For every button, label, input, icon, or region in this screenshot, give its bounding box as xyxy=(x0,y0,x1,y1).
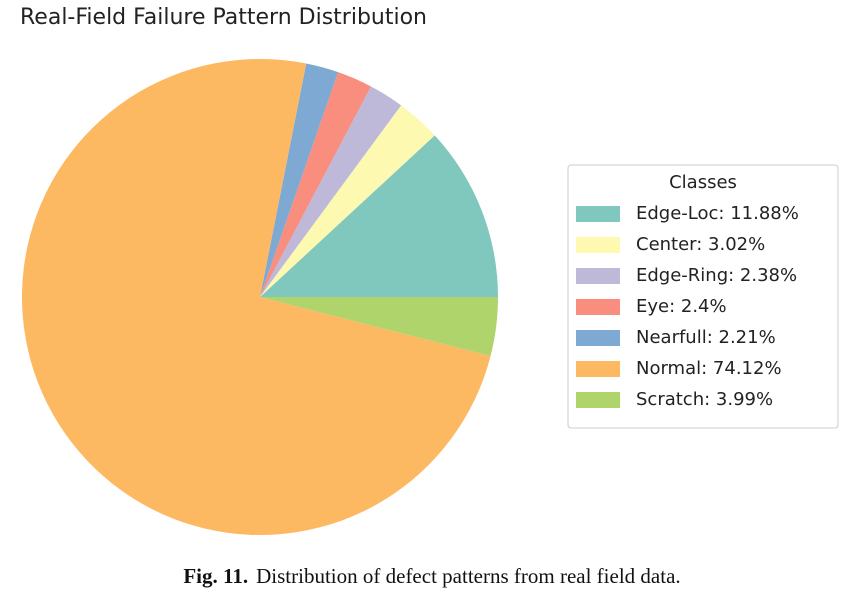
pie-slice xyxy=(260,63,339,297)
legend-label: Center: 3.02% xyxy=(636,234,765,255)
legend-swatch xyxy=(576,268,620,284)
legend-swatch xyxy=(576,237,620,253)
pie-slice xyxy=(260,297,498,357)
legend-label: Nearfull: 2.21% xyxy=(636,327,776,348)
caption: Fig. 11. Distribution of defect patterns … xyxy=(183,564,680,588)
pie-slice xyxy=(22,58,491,535)
pie-slice xyxy=(260,72,371,297)
pie-slice xyxy=(260,86,402,298)
legend-label: Edge-Ring: 2.38% xyxy=(636,265,797,286)
legend-swatch xyxy=(576,361,620,377)
caption-text: Distribution of defect patterns from rea… xyxy=(256,564,681,588)
chart-title: Real-Field Failure Pattern Distribution xyxy=(20,5,427,30)
legend-swatch xyxy=(576,206,620,222)
pie-slice xyxy=(260,135,498,297)
legend-title: Classes xyxy=(669,172,737,193)
legend-label: Scratch: 3.99% xyxy=(636,389,773,410)
caption-label: Fig. 11. xyxy=(183,564,248,588)
legend-swatch xyxy=(576,299,620,315)
legend-swatch xyxy=(576,392,620,408)
legend-swatch xyxy=(576,330,620,346)
legend-label: Eye: 2.4% xyxy=(636,296,727,317)
legend-label: Edge-Loc: 11.88% xyxy=(636,203,799,224)
pie-slice xyxy=(260,105,435,297)
legend-label: Normal: 74.12% xyxy=(636,358,782,379)
legend-box xyxy=(567,164,839,429)
